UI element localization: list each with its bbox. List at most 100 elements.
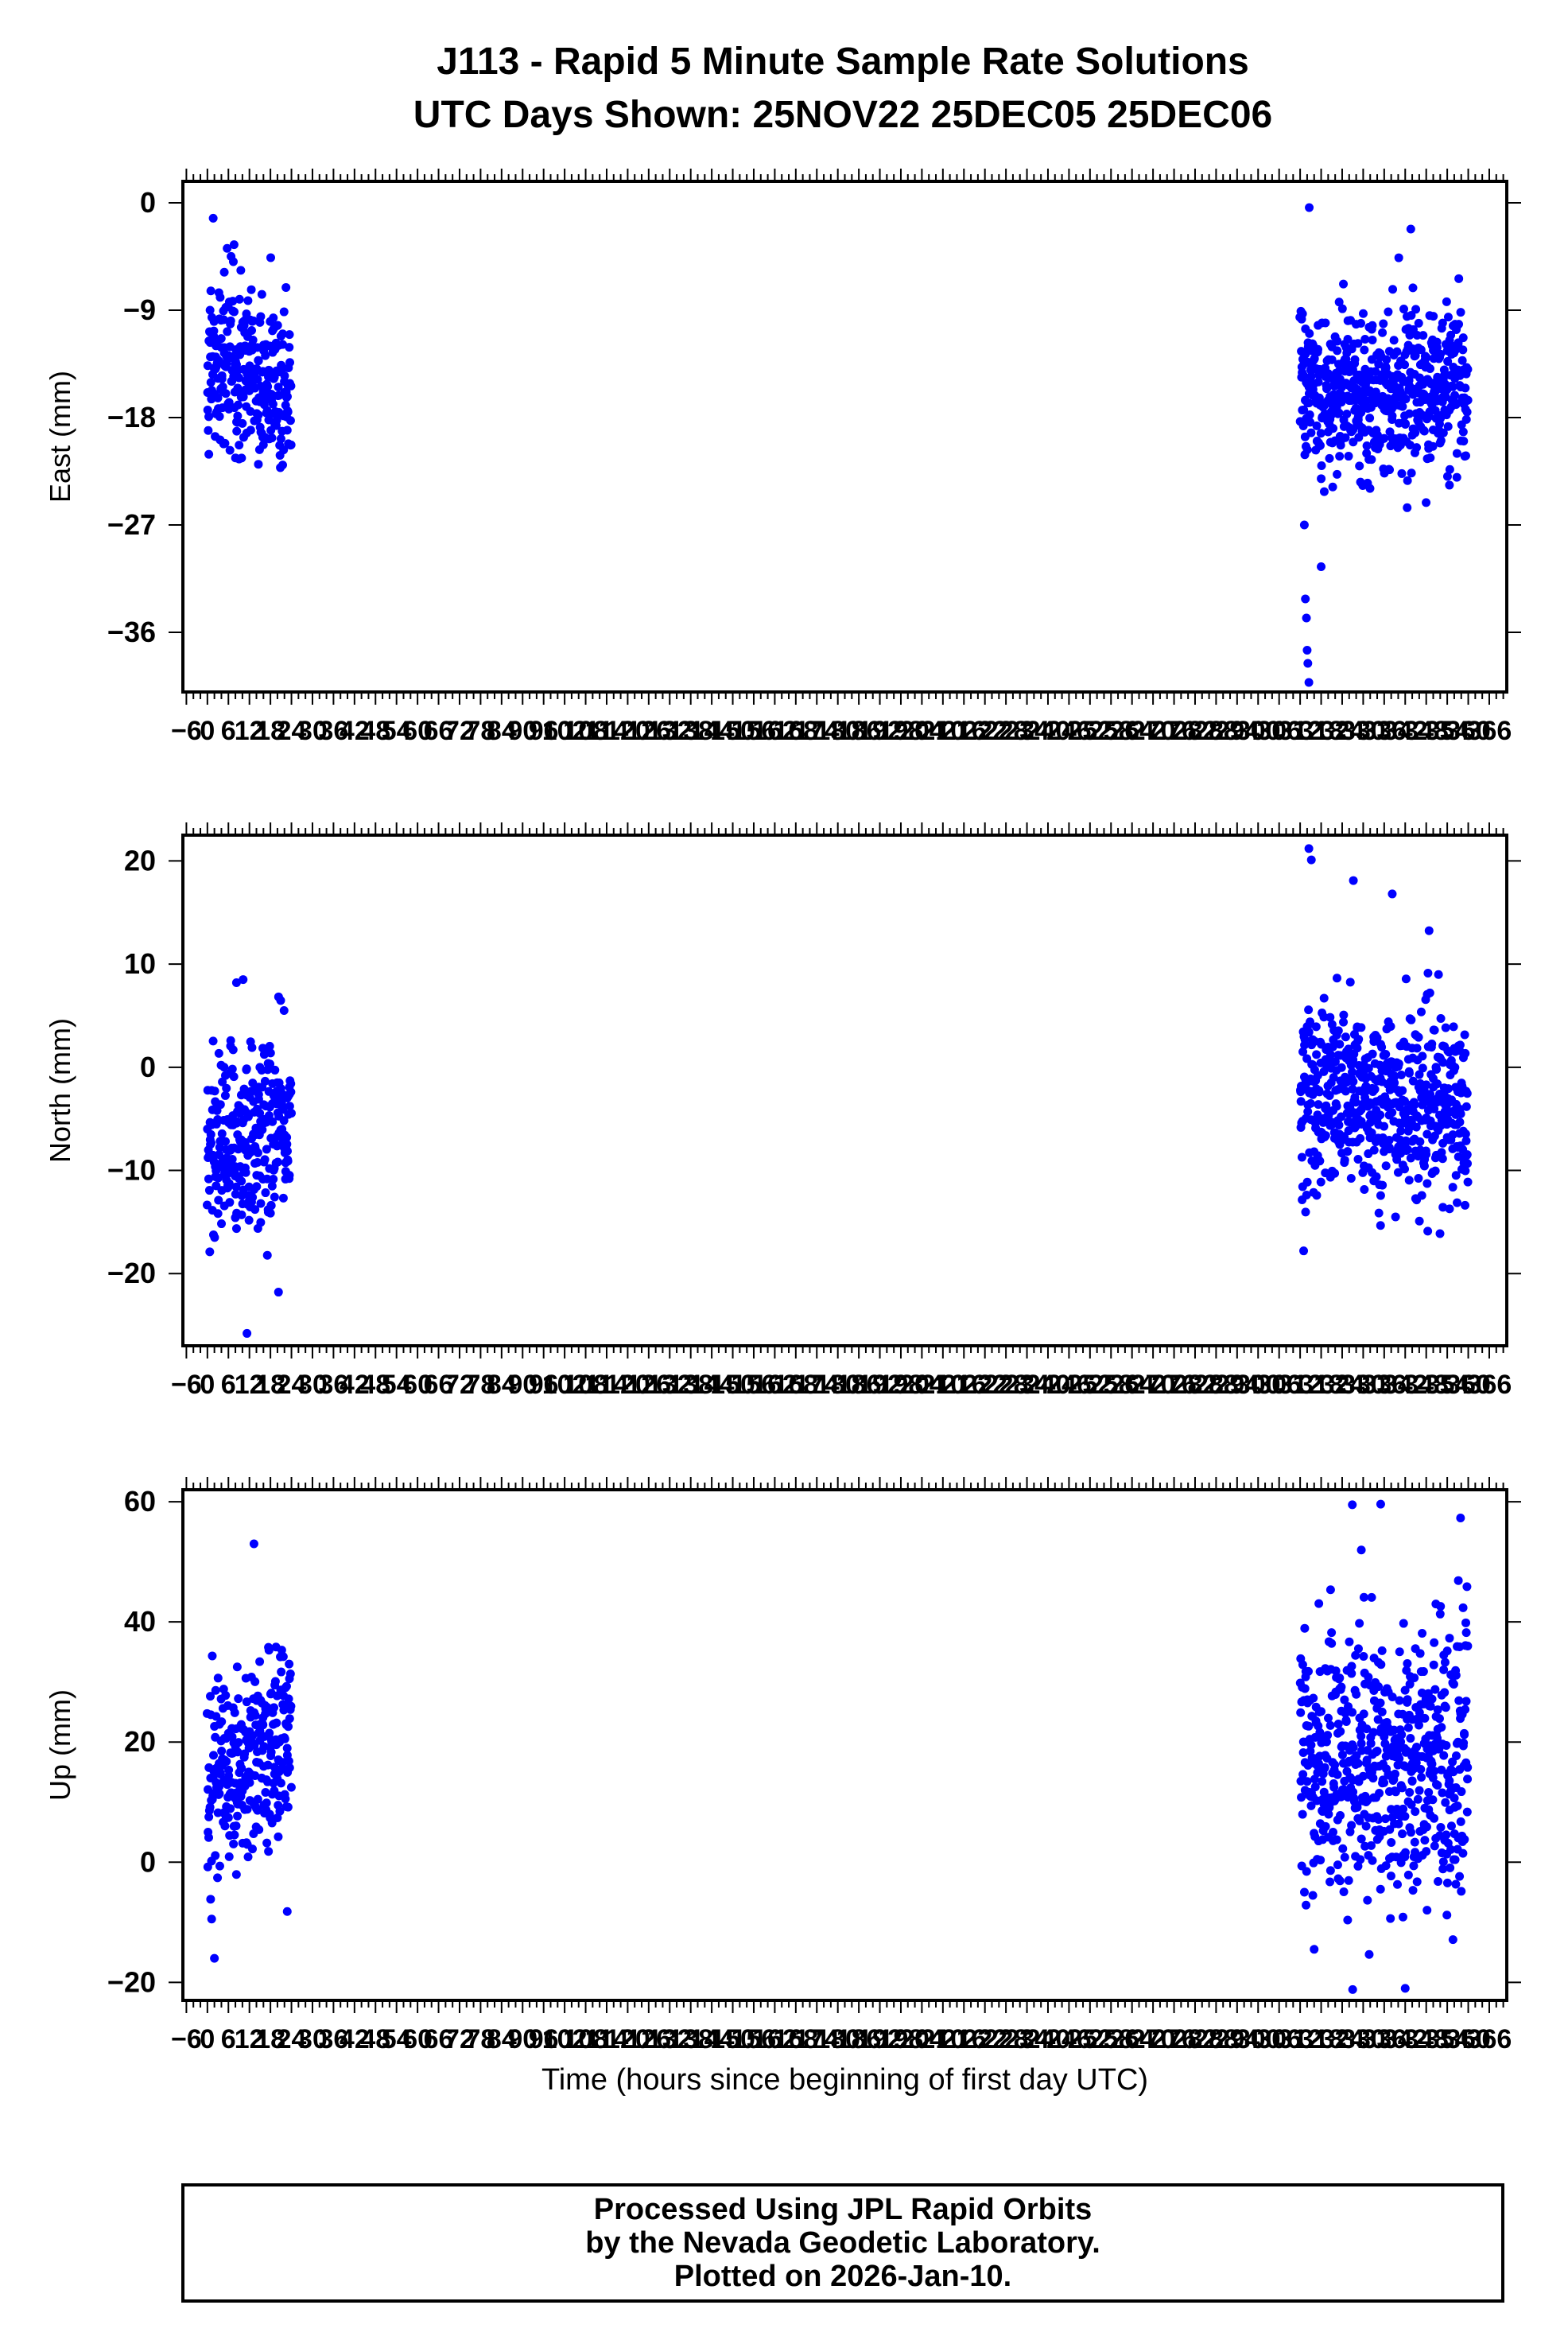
data-point (213, 1209, 223, 1219)
data-point (1417, 1772, 1426, 1782)
data-points (202, 1499, 1473, 1994)
x-tick-label: 138 (668, 1370, 713, 1400)
data-point (246, 285, 256, 294)
data-point (219, 267, 229, 277)
data-point (278, 461, 288, 470)
data-point (1374, 360, 1384, 369)
data-point (1442, 297, 1451, 306)
data-point (1296, 1708, 1306, 1717)
data-point (1401, 1136, 1411, 1145)
data-point (1356, 1023, 1366, 1032)
x-tick-label: 366 (1467, 2024, 1512, 2054)
x-tick-label: 306 (1256, 2024, 1302, 2054)
data-point (266, 1747, 276, 1757)
x-tick-label: 60 (402, 716, 433, 746)
data-point (285, 1763, 294, 1773)
x-tick-label: 102 (542, 1370, 588, 1400)
data-point (229, 1839, 239, 1848)
data-point (1384, 1143, 1394, 1153)
data-point (250, 1205, 260, 1215)
data-point (215, 1768, 225, 1778)
data-point (1312, 1050, 1322, 1059)
data-point (1356, 1133, 1365, 1143)
data-point (217, 1717, 227, 1727)
data-point (255, 1657, 265, 1666)
data-point (1461, 451, 1470, 461)
x-tick-label: 366 (1467, 1370, 1512, 1400)
data-point (286, 381, 296, 391)
data-point (1368, 1856, 1377, 1865)
data-point (1344, 1875, 1353, 1885)
x-tick-label: 78 (465, 2024, 495, 2054)
data-point (253, 375, 262, 384)
data-point (1306, 428, 1316, 437)
x-tick-label: 336 (1361, 2024, 1407, 2054)
data-point (1410, 1673, 1419, 1683)
y-axis-label: Up (mm) (44, 1689, 76, 1801)
data-point (1462, 407, 1472, 417)
data-point (1445, 1634, 1454, 1643)
x-tick-label: 264 (1109, 2024, 1155, 2054)
data-point (1343, 334, 1353, 344)
data-point (1317, 562, 1326, 571)
data-point (239, 321, 249, 330)
data-point (1353, 385, 1362, 395)
data-point (1408, 1886, 1418, 1895)
data-point (1360, 335, 1370, 344)
data-point (286, 440, 296, 449)
footer-note-box: Processed Using JPL Rapid Orbits by the … (181, 2183, 1504, 2303)
data-point (1400, 1848, 1410, 1857)
x-tick-label: 90 (507, 716, 538, 746)
data-point (204, 426, 213, 435)
data-point (1328, 482, 1337, 492)
data-point (1304, 1028, 1314, 1037)
data-point (1329, 1827, 1338, 1837)
data-point (1301, 349, 1310, 359)
data-point (1461, 1697, 1471, 1706)
data-point (1317, 1707, 1326, 1716)
data-point (224, 398, 234, 407)
data-point (1379, 319, 1388, 328)
data-point (1333, 336, 1342, 346)
data-point (1364, 1673, 1373, 1682)
data-point (1428, 441, 1438, 451)
data-point (1415, 1137, 1425, 1147)
data-point (1394, 1819, 1403, 1829)
data-point (234, 1694, 243, 1704)
data-point (1415, 1786, 1424, 1795)
data-point (1413, 1794, 1422, 1804)
x-tick-label: 216 (941, 1370, 987, 1400)
data-point (1354, 1035, 1364, 1044)
data-point (256, 1199, 266, 1208)
data-point (1398, 1783, 1407, 1793)
data-point (1403, 1870, 1413, 1879)
data-point (1436, 349, 1446, 359)
data-point (1298, 1809, 1307, 1819)
data-point (1455, 1040, 1465, 1050)
x-tick-label: 12 (235, 1370, 265, 1400)
data-point (270, 1677, 280, 1686)
data-point (210, 1953, 219, 1963)
data-point (239, 392, 248, 402)
data-point (222, 1757, 231, 1767)
data-point (1440, 1658, 1450, 1667)
data-point (1456, 1817, 1465, 1826)
data-point (273, 1813, 282, 1822)
data-point (260, 1155, 270, 1164)
data-point (1302, 1900, 1311, 1910)
data-point (1341, 1717, 1351, 1727)
data-point (1430, 1104, 1439, 1114)
data-point (1443, 422, 1453, 431)
data-point (219, 315, 228, 325)
data-point (1298, 422, 1308, 431)
data-point (1320, 1763, 1329, 1772)
data-point (1334, 297, 1344, 307)
data-point (254, 1825, 264, 1834)
x-tick-label: 12 (235, 2024, 265, 2054)
y-tick-label: −18 (107, 401, 156, 433)
data-point (1395, 1647, 1404, 1657)
x-tick-label: 156 (732, 2024, 777, 2054)
data-point (1419, 331, 1428, 340)
data-point (268, 1117, 278, 1126)
data-point (1461, 1129, 1470, 1139)
